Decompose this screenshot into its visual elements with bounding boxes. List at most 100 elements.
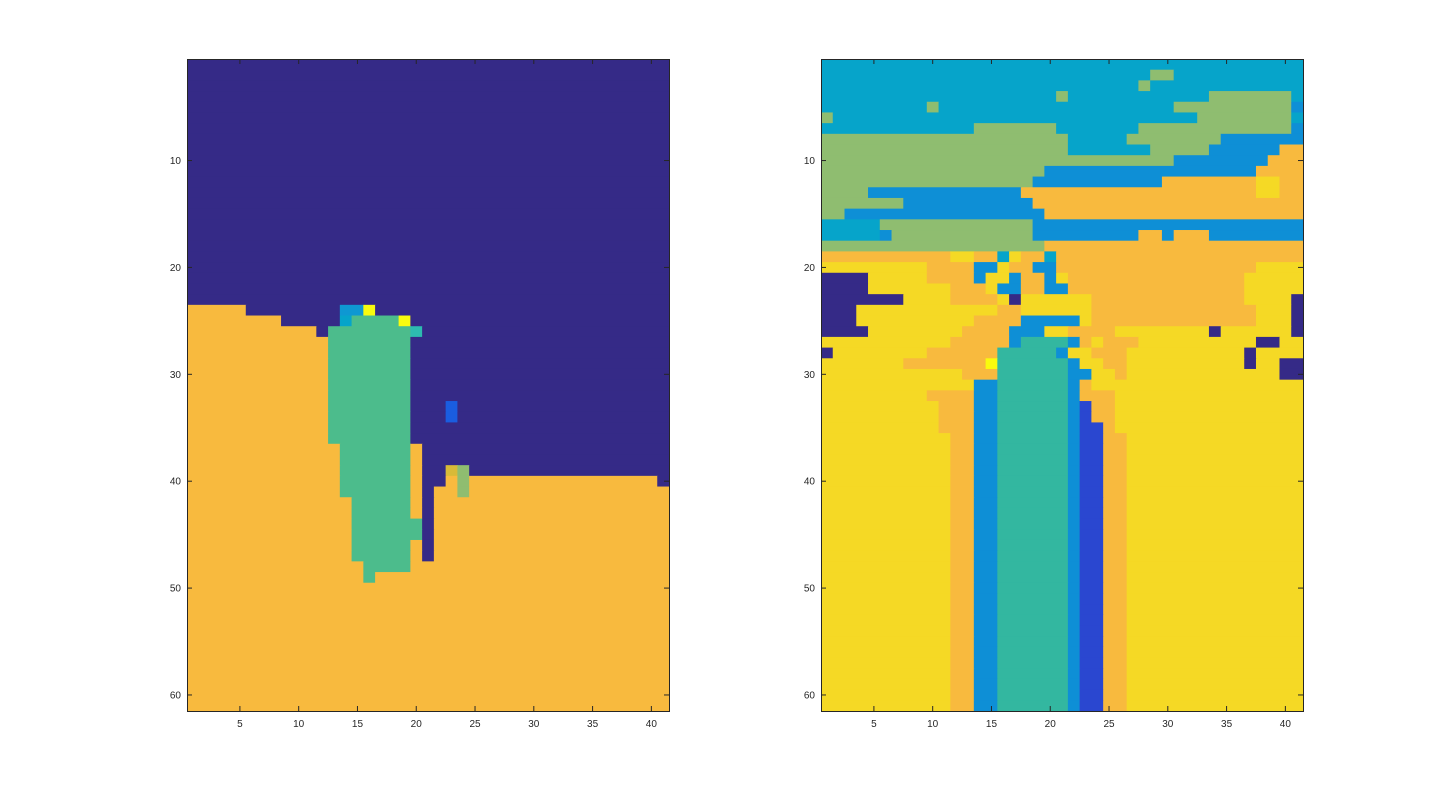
heatmap-cell	[1080, 497, 1104, 508]
heatmap-cell	[821, 166, 1045, 177]
heatmap-cell	[410, 444, 422, 455]
heatmap-cell	[1103, 422, 1115, 433]
heatmap-cell	[821, 690, 951, 701]
heatmap-cell	[950, 283, 986, 294]
heatmap-cell	[1080, 700, 1104, 711]
heatmap-cell	[821, 262, 927, 273]
heatmap-cell	[1056, 123, 1139, 134]
heatmap-cell	[997, 369, 1068, 380]
heatmap-cell	[927, 390, 975, 401]
heatmap-cell	[927, 348, 998, 359]
heatmap-cell	[1279, 187, 1303, 198]
heatmap-cell	[974, 561, 998, 572]
heatmap-cell	[974, 636, 998, 647]
heatmap-cell	[1009, 294, 1021, 305]
heatmap-cell	[950, 433, 974, 444]
heatmap-cell	[1256, 166, 1304, 177]
heatmap-cell	[950, 690, 974, 701]
heatmap-cell	[1091, 369, 1115, 380]
heatmap-cell	[328, 401, 411, 412]
heatmap-cell	[950, 679, 974, 690]
x-tick-label: 25	[469, 719, 481, 730]
heatmap-cell	[1009, 337, 1021, 348]
heatmap-cell	[1256, 337, 1280, 348]
heatmap-cell	[1127, 476, 1304, 487]
heatmap-cell	[187, 454, 340, 465]
heatmap-cell	[997, 561, 1068, 572]
heatmap-cell	[903, 198, 1033, 209]
heatmap-cell	[187, 145, 670, 156]
heatmap-cell	[1080, 508, 1104, 519]
heatmap-cell	[187, 348, 329, 359]
heatmap-cell	[974, 658, 998, 669]
heatmap-cell	[1256, 305, 1292, 316]
heatmap-cell	[1103, 690, 1127, 701]
x-tick-label: 10	[293, 719, 305, 730]
heatmap-cell	[821, 145, 1068, 156]
heatmap-cell	[821, 230, 880, 241]
heatmap-cell	[974, 465, 998, 476]
x-tick-label: 25	[1103, 719, 1115, 730]
heatmap-cell	[997, 572, 1068, 583]
heatmap-cell	[974, 487, 998, 498]
heatmap-cell	[1068, 487, 1080, 498]
heatmap-cell	[1115, 422, 1304, 433]
heatmap-cell	[187, 59, 670, 70]
heatmap-cell	[1068, 454, 1080, 465]
heatmap-cell	[1080, 636, 1104, 647]
heatmap-cell	[1150, 80, 1303, 91]
heatmap-cell	[1080, 658, 1104, 669]
heatmap-cell	[187, 209, 670, 220]
heatmap-cell	[821, 551, 951, 562]
heatmap-cell	[997, 519, 1068, 530]
heatmap-cell	[974, 401, 998, 412]
heatmap-cell	[1127, 572, 1304, 583]
heatmap-cell	[974, 593, 998, 604]
heatmap-cell	[1021, 251, 1045, 262]
heatmap-cell	[1068, 572, 1080, 583]
heatmap-cell	[974, 690, 998, 701]
heatmap-cell	[187, 497, 352, 508]
x-tick-label: 35	[1221, 719, 1233, 730]
heatmap-cell	[1068, 625, 1080, 636]
heatmap-cell	[1244, 273, 1303, 284]
heatmap-cell	[1291, 91, 1303, 102]
heatmap-cell	[974, 615, 998, 626]
heatmap-cell	[187, 112, 670, 123]
heatmap-cell	[1127, 668, 1304, 679]
heatmap-cell	[1068, 668, 1080, 679]
heatmap-cell	[821, 519, 951, 530]
heatmap-cell	[962, 326, 1010, 337]
heatmap-cell	[1127, 593, 1304, 604]
heatmap-cell	[997, 647, 1068, 658]
heatmap-cell	[1068, 615, 1080, 626]
heatmap-cell	[962, 369, 998, 380]
heatmap-cell	[340, 316, 352, 327]
heatmap-cell	[974, 679, 998, 690]
heatmap-cell	[1091, 316, 1256, 327]
heatmap-cell	[187, 273, 670, 284]
heatmap-cell	[1127, 519, 1304, 530]
heatmap-cell	[187, 305, 246, 316]
heatmap-cell	[1068, 583, 1080, 594]
heatmap-cell	[1127, 487, 1304, 498]
heatmap-cell	[997, 348, 1056, 359]
heatmap-cell	[821, 112, 833, 123]
heatmap-cell	[1068, 551, 1080, 562]
heatmap-cell	[422, 454, 669, 465]
heatmap-cell	[1138, 337, 1256, 348]
heatmap-cell	[340, 487, 411, 498]
heatmap-cell	[1068, 476, 1080, 487]
heatmap-cell	[1103, 583, 1127, 594]
heatmap-cell	[1080, 487, 1104, 498]
heatmap-cell	[950, 476, 974, 487]
heatmap-cell	[903, 294, 951, 305]
heatmap-cell	[422, 465, 446, 476]
heatmap-cell	[821, 198, 904, 209]
heatmap-cell	[821, 540, 951, 551]
heatmap-cell	[1150, 70, 1174, 81]
heatmap-cell	[1080, 647, 1104, 658]
heatmap-cell	[1021, 187, 1257, 198]
heatmap-cell	[821, 390, 927, 401]
heatmap-cell	[399, 316, 411, 327]
